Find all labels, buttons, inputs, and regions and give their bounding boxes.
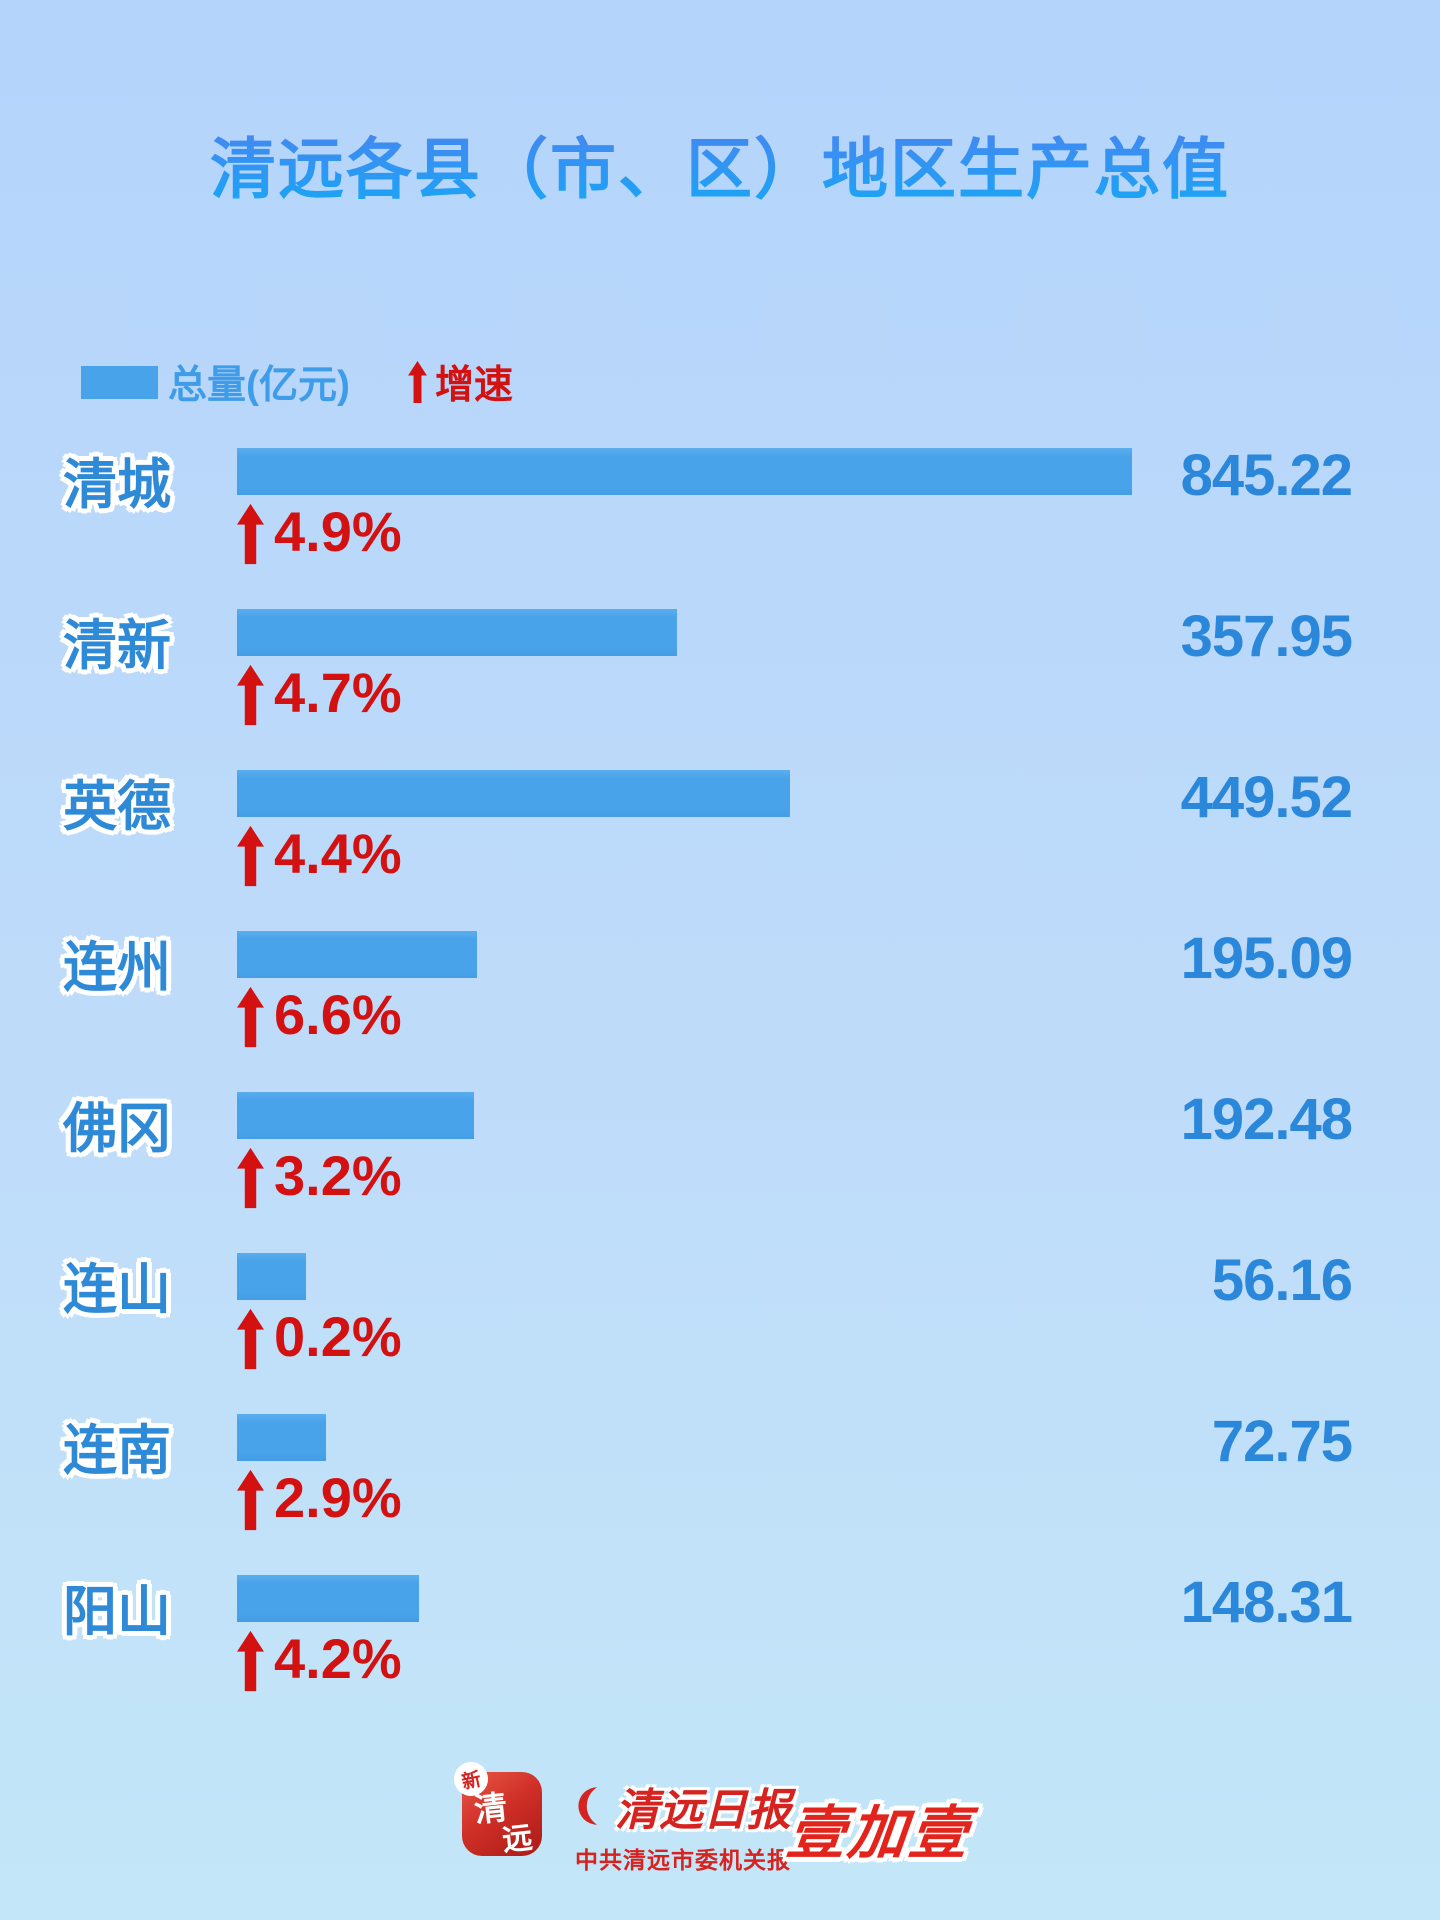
xin-qingyuan-app-icon: 新 清 远 [450, 1758, 542, 1857]
growth-indicator: 2.9% [237, 1469, 402, 1531]
app-icon-text: 远 [500, 1821, 535, 1858]
bar-legend-swatch [81, 365, 158, 399]
region-label: 连山 [63, 1260, 171, 1320]
growth-indicator: 4.9% [237, 503, 402, 565]
value-bar [237, 1575, 419, 1622]
region-label: 连南 [63, 1421, 171, 1481]
up-arrow-icon [408, 361, 427, 403]
growth-indicator: 0.2% [237, 1308, 402, 1370]
value-label: 357.95 [1180, 604, 1353, 669]
region-label: 阳山 [63, 1582, 171, 1642]
chart-row: 清城 845.22 4.9% [0, 443, 1440, 565]
chart-row: 清新 357.95 4.7% [0, 604, 1440, 726]
chart-row: 连州 195.09 6.6% [0, 926, 1440, 1048]
growth-indicator: 4.4% [237, 825, 402, 887]
value-bar [237, 609, 677, 656]
value-label: 192.48 [1180, 1087, 1353, 1152]
growth-indicator: 4.7% [237, 664, 402, 726]
chart-row: 连南 72.75 2.9% [0, 1409, 1440, 1531]
page-title: 清远各县（市、区）地区生产总值 [0, 116, 1440, 212]
value-bar [237, 1414, 326, 1461]
growth-label: 2.9% [274, 1466, 402, 1529]
chart-row: 连山 56.16 0.2% [0, 1248, 1440, 1370]
up-arrow-icon [237, 1469, 264, 1531]
chart-row: 佛冈 192.48 3.2% [0, 1087, 1440, 1209]
footer-logos: 新 清 远 清远日报 中共清远市委机关报 壹加壹 [0, 1758, 1440, 1890]
up-arrow-icon [237, 1630, 264, 1692]
value-label: 148.31 [1180, 1570, 1353, 1635]
value-label: 845.22 [1180, 443, 1353, 508]
value-label: 56.16 [1211, 1248, 1353, 1313]
legend: 总量(亿元) 增速 [81, 354, 513, 410]
up-arrow-icon [237, 664, 264, 726]
qingyuan-daily-logo: 清远日报 中共清远市委机关报 [575, 1774, 791, 1875]
bar-legend-label: 总量(亿元) [168, 364, 350, 407]
up-arrow-icon [237, 503, 264, 565]
growth-label: 4.7% [274, 661, 402, 724]
newspaper-name: 清远日报 [615, 1786, 791, 1835]
region-label: 佛冈 [63, 1099, 171, 1159]
growth-indicator: 6.6% [237, 986, 402, 1048]
value-bar [237, 770, 790, 817]
value-label: 72.75 [1211, 1409, 1353, 1474]
moon-icon [575, 1784, 609, 1828]
region-label: 英德 [63, 777, 171, 837]
region-label: 清城 [63, 455, 171, 515]
yijiayi-logo: 壹加壹 [784, 1801, 974, 1866]
growth-legend-label: 增速 [434, 364, 513, 407]
region-label: 连州 [63, 938, 171, 998]
value-bar [237, 1092, 474, 1139]
chart-row: 英德 449.52 4.4% [0, 765, 1440, 887]
chart-row: 阳山 148.31 4.2% [0, 1570, 1440, 1692]
growth-label: 6.6% [274, 983, 402, 1046]
value-bar [237, 931, 477, 978]
growth-label: 4.2% [274, 1627, 402, 1690]
up-arrow-icon [237, 825, 264, 887]
growth-indicator: 3.2% [237, 1147, 402, 1209]
growth-label: 4.9% [274, 500, 402, 563]
growth-label: 3.2% [274, 1144, 402, 1207]
region-label: 清新 [63, 616, 171, 676]
value-label: 195.09 [1180, 926, 1353, 991]
newspaper-subtitle: 中共清远市委机关报 [575, 1847, 791, 1873]
up-arrow-icon [237, 986, 264, 1048]
value-bar [237, 1253, 306, 1300]
growth-label: 4.4% [274, 822, 402, 885]
growth-indicator: 4.2% [237, 1630, 402, 1692]
value-bar [237, 448, 1132, 495]
up-arrow-icon [237, 1308, 264, 1370]
growth-label: 0.2% [274, 1305, 402, 1368]
value-label: 449.52 [1180, 765, 1353, 830]
up-arrow-icon [237, 1147, 264, 1209]
